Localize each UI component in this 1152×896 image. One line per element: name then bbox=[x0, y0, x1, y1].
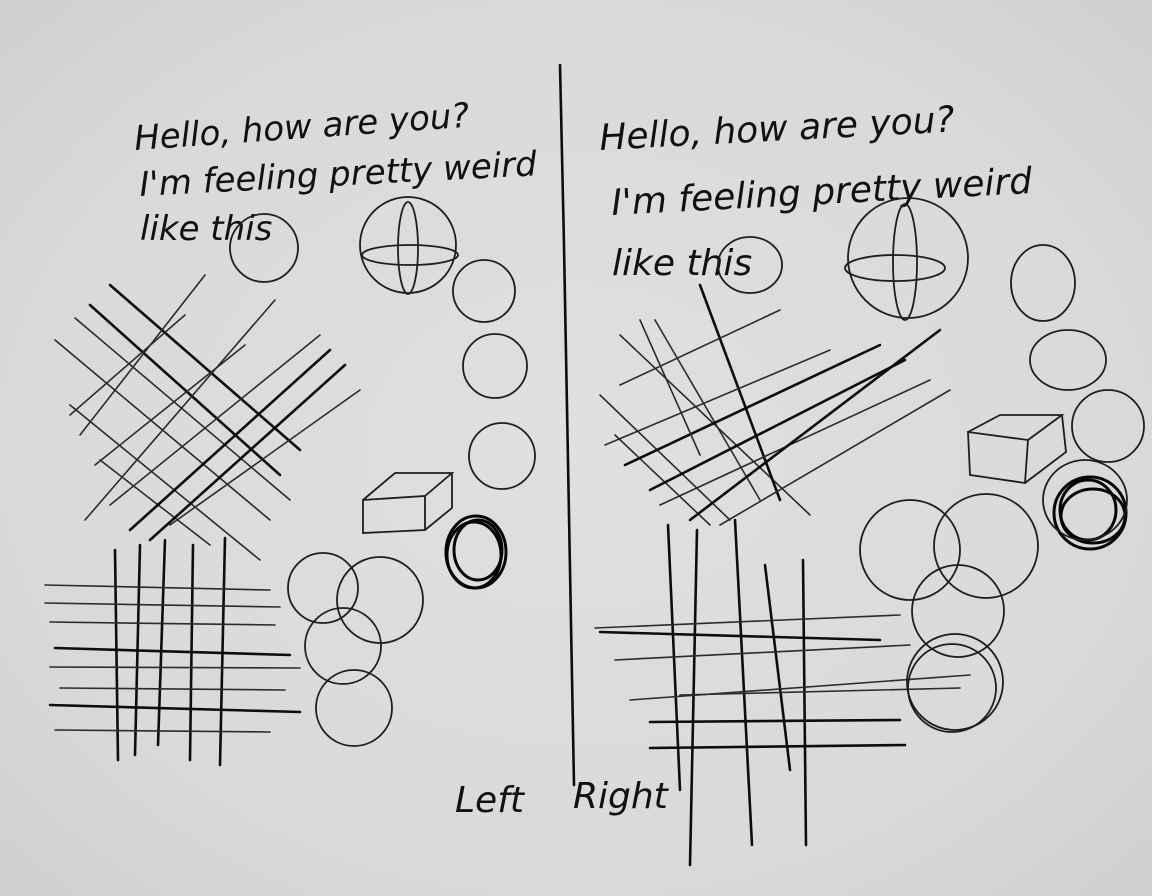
right-label: Right bbox=[573, 776, 670, 817]
left-text-line-3: like this bbox=[140, 209, 272, 249]
right-scribble-circle bbox=[1042, 459, 1128, 551]
center-divider bbox=[558, 63, 576, 787]
left-handwriting: Hello, how are you? I'm feeling pretty w… bbox=[133, 96, 538, 249]
right-circles bbox=[717, 197, 1145, 733]
right-text-line-3: like this bbox=[612, 243, 752, 284]
left-cube bbox=[362, 472, 455, 534]
right-diagonal-hatch bbox=[599, 283, 951, 526]
right-text-line-2: I'm feeling pretty weird bbox=[610, 161, 1034, 224]
left-diagonal-hatch bbox=[54, 274, 361, 561]
left-label: Left bbox=[455, 780, 526, 821]
left-grid-hatch bbox=[44, 536, 302, 767]
left-scribble-circle bbox=[444, 514, 508, 590]
right-text-line-1: Hello, how are you? bbox=[598, 99, 955, 159]
right-grid-hatch bbox=[594, 518, 971, 867]
left-circles bbox=[229, 196, 536, 747]
right-cube bbox=[967, 414, 1067, 485]
